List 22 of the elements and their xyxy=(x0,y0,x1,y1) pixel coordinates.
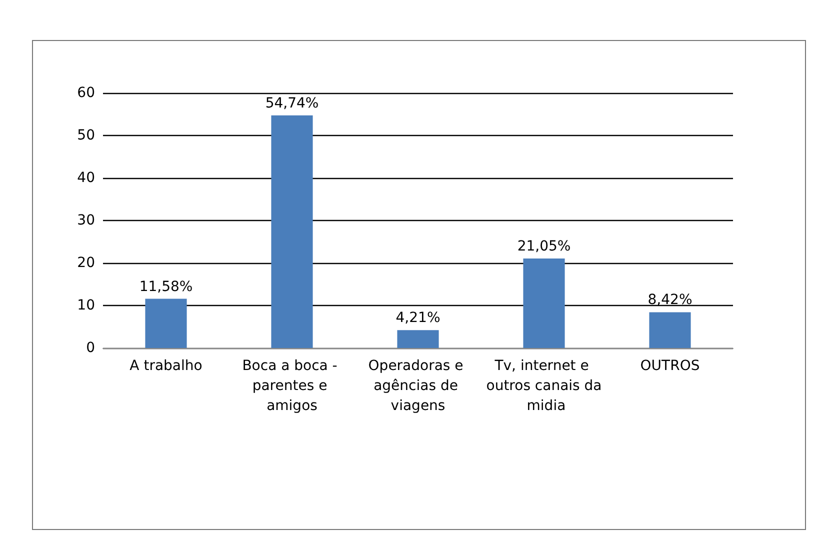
bar xyxy=(397,330,439,348)
y-tick-label: 20 xyxy=(77,255,95,271)
data-label: 4,21% xyxy=(396,310,440,326)
y-tick-label: 30 xyxy=(77,212,95,228)
x-tick-label: Tv, internet e outros canais da midia xyxy=(486,358,602,414)
y-tick-label: 60 xyxy=(77,85,95,101)
x-tick-label: Boca a boca - parentes e amigos xyxy=(242,358,342,414)
bar xyxy=(649,312,691,348)
y-tick-label: 10 xyxy=(77,298,95,314)
x-tick-label: A trabalho xyxy=(130,358,202,374)
bar xyxy=(145,298,187,348)
data-label: 21,05% xyxy=(517,238,571,255)
x-tick-label: Operadoras e agências de viagens xyxy=(368,358,468,414)
x-tick-label: OUTROS xyxy=(640,358,700,374)
data-label: 54,74% xyxy=(265,95,319,112)
bar xyxy=(523,258,565,348)
data-label: 11,58% xyxy=(139,278,193,295)
y-tick-label: 40 xyxy=(77,170,95,186)
y-tick-label: 0 xyxy=(86,340,95,356)
y-tick-label: 50 xyxy=(77,128,95,144)
data-label: 8,42% xyxy=(648,292,692,308)
bar xyxy=(271,115,313,348)
